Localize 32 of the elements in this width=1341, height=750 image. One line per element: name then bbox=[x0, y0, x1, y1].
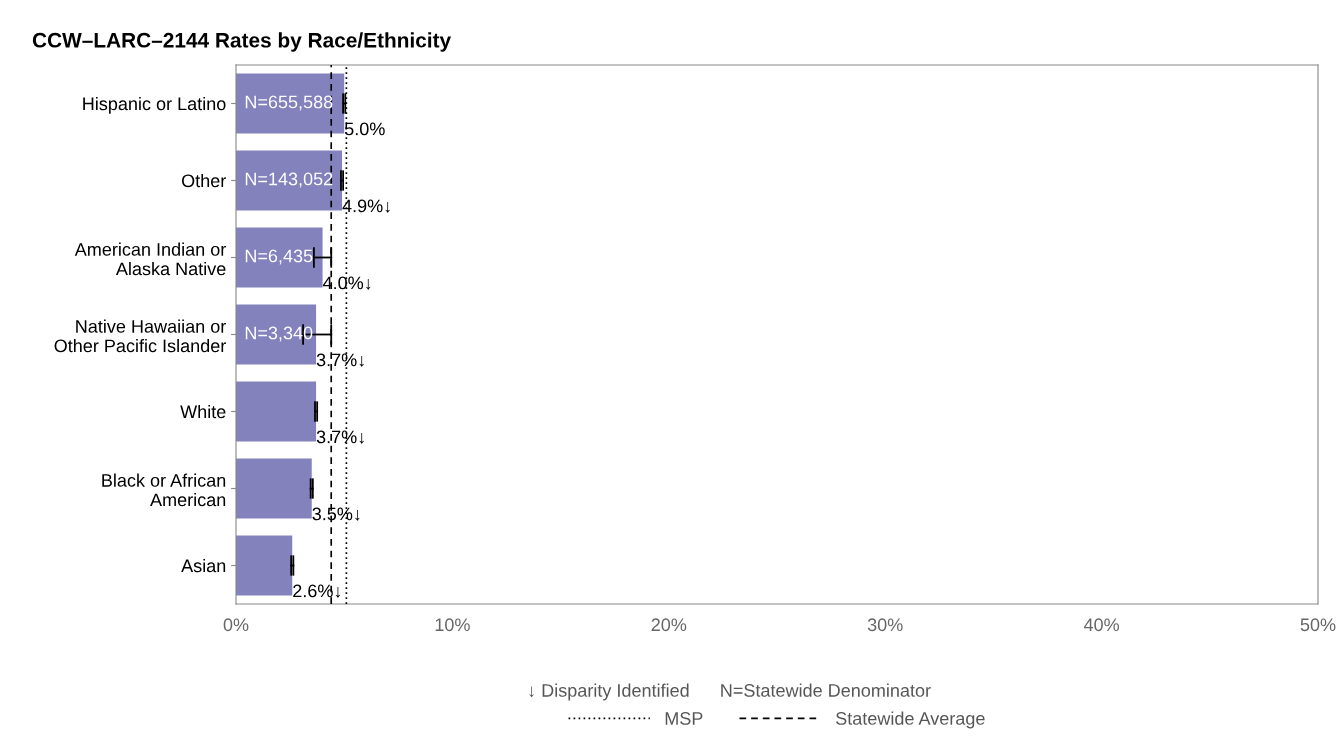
y-tick-label: American Indian or Alaska Native bbox=[74, 242, 226, 276]
y-tick-label: Asian bbox=[181, 558, 226, 573]
data-label: 3.7%↓ bbox=[316, 353, 364, 367]
bar bbox=[236, 227, 323, 288]
annotation: N=655,588 bbox=[245, 95, 333, 111]
data-label: 4.0%↓ bbox=[322, 276, 371, 290]
annotation: N=143,052 bbox=[245, 172, 333, 188]
data-label: 3.5%↓ bbox=[312, 507, 360, 521]
bar bbox=[236, 150, 343, 211]
bar bbox=[236, 458, 312, 519]
y-tick-label: Other bbox=[181, 173, 226, 188]
text: ↓ Disparity Identified N=Statewide Denominator bbox=[529, 683, 931, 701]
y-tick-label: Black or African American bbox=[102, 473, 226, 507]
y-tick-label: White bbox=[180, 404, 226, 419]
x-tick-label: 20% bbox=[651, 618, 687, 632]
y-tick-label: Hispanic or Latino bbox=[83, 96, 226, 114]
x-tick-label: 30% bbox=[867, 618, 903, 632]
x-tick-label: 50% bbox=[1300, 618, 1336, 632]
x-tick-label: 40% bbox=[1083, 618, 1120, 632]
x-tick-label: 10% bbox=[435, 618, 470, 632]
annotation: N=6,435 bbox=[245, 249, 313, 265]
chart-title: CCW–LARC–2144 Rates by Race/Ethnicity bbox=[32, 32, 452, 52]
x-tick-label: 0% bbox=[223, 618, 249, 632]
data-label: 4.9%↓ bbox=[342, 199, 390, 213]
legend-label: Statewide Average bbox=[836, 711, 985, 729]
data-label: 2.6%↓ bbox=[293, 584, 341, 598]
data-label: 5.0% bbox=[344, 122, 385, 136]
bar bbox=[236, 381, 317, 442]
bar bbox=[236, 535, 293, 596]
bar bbox=[236, 73, 345, 134]
legend-label: MSP bbox=[665, 712, 703, 725]
y-tick-label: Native Hawaiian or Other Pacific Islander bbox=[54, 319, 226, 353]
